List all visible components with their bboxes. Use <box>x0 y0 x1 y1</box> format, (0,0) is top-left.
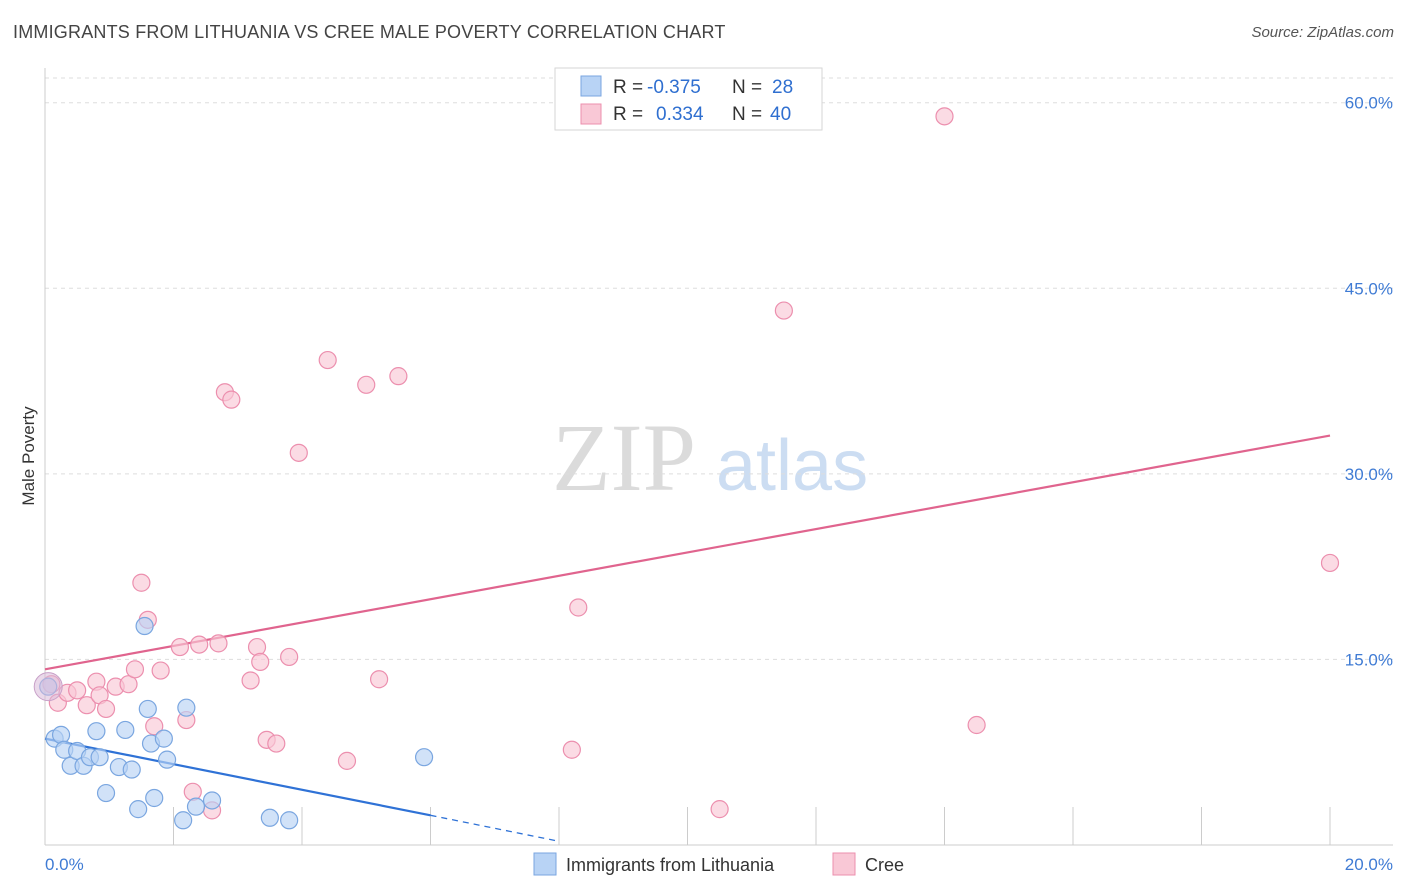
bottom-legend-swatch-pink <box>832 852 856 876</box>
cree-point <box>569 598 588 617</box>
cree-point <box>389 367 408 386</box>
lithuania-point <box>157 750 177 769</box>
cree-point <box>710 800 729 819</box>
lithuania-point <box>135 616 154 636</box>
cree-point <box>318 350 337 370</box>
cree-point <box>190 635 209 654</box>
bottom-legend-label-blue: Immigrants from Lithuania <box>566 855 775 875</box>
cree-point <box>774 301 793 320</box>
y-tick-label: 15.0% <box>1345 650 1393 669</box>
y-tick-label: 60.0% <box>1345 94 1393 113</box>
axis-layer: 15.0% 30.0% 45.0% 60.0% 0.0% 20.0% <box>44 68 1393 874</box>
legend-swatch-pink <box>580 103 602 125</box>
cree-point <box>1320 553 1340 573</box>
cree-point <box>357 375 376 394</box>
legend-r-label-2: R = <box>613 104 643 125</box>
cree-point <box>280 647 299 667</box>
bottom-legend-swatch-blue <box>533 852 557 876</box>
lithuania-point <box>51 725 71 744</box>
lithuania-point <box>280 811 299 830</box>
lithuania-point <box>87 722 106 741</box>
cree-point <box>132 573 151 592</box>
legend-r-value-2: 0.334 <box>656 104 704 125</box>
lithuania-point <box>414 748 434 767</box>
legend-n-value-2: 40 <box>770 104 791 125</box>
cree-point <box>935 107 954 126</box>
lithuania-point <box>96 783 116 803</box>
legend-n-label-2: N = <box>732 104 762 125</box>
cree-point <box>222 390 241 409</box>
watermark-atlas: atlas <box>716 426 868 506</box>
cree-point <box>145 717 164 736</box>
cree-point <box>267 734 286 753</box>
cree-point <box>337 751 357 770</box>
cree-point <box>251 652 270 672</box>
bottom-legend-label-pink: Cree <box>865 855 904 875</box>
legend-box: R = -0.375 N = 28 R = 0.334 N = 40 <box>554 67 823 131</box>
cree-point <box>96 699 116 719</box>
cree-point <box>183 782 202 801</box>
cree-point <box>209 634 228 653</box>
grid-layer <box>45 77 1393 660</box>
cree-point <box>562 740 581 759</box>
cree-point <box>967 715 986 735</box>
legend-r-value-1: -0.375 <box>647 77 701 98</box>
cree-point <box>170 637 190 657</box>
legend-n-value-1: 28 <box>772 77 793 98</box>
chart-source: Source: ZipAtlas.com <box>1251 24 1394 41</box>
point-layer <box>33 107 1340 830</box>
watermark: ZIP atlas <box>552 404 868 511</box>
cree-point <box>125 660 145 679</box>
x-tick-label-max: 20.0% <box>1345 855 1393 874</box>
y-tick-label: 45.0% <box>1345 279 1393 298</box>
cree-point <box>77 696 96 715</box>
lithuania-point <box>122 760 141 779</box>
trend-line-lithuania <box>44 737 431 817</box>
trend-line-lithuania-extension <box>430 814 560 842</box>
lithuania-point <box>177 698 196 717</box>
y-axis-title: Male Poverty <box>19 406 38 506</box>
lithuania-point <box>202 791 222 810</box>
chart-title: IMMIGRANTS FROM LITHUANIA VS CREE MALE P… <box>13 22 726 42</box>
cree-point <box>247 637 267 657</box>
trend-layer <box>44 434 1331 842</box>
legend-n-label-1: N = <box>732 77 762 98</box>
bottom-legend: Immigrants from Lithuania Cree <box>533 852 904 876</box>
cree-point <box>289 443 308 462</box>
lithuania-point <box>138 699 157 719</box>
lithuania-point <box>90 748 109 767</box>
legend-r-label-1: R = <box>613 77 643 98</box>
watermark-zip: ZIP <box>552 404 696 511</box>
lithuania-point <box>186 797 206 816</box>
lithuania-point <box>174 811 193 830</box>
x-tick-label-min: 0.0% <box>45 855 84 874</box>
lithuania-point <box>260 808 279 827</box>
y-tick-label: 30.0% <box>1345 465 1393 484</box>
legend-swatch-blue <box>580 75 602 97</box>
lithuania-point <box>129 800 148 819</box>
lithuania-point <box>154 729 173 748</box>
cree-point <box>68 681 87 700</box>
cree-point <box>151 661 170 680</box>
lithuania-point <box>116 720 135 740</box>
trend-line-cree <box>44 434 1331 671</box>
cree-point <box>241 671 260 690</box>
cree-point <box>370 670 389 689</box>
overlap-point <box>33 672 63 702</box>
lithuania-point <box>145 788 164 808</box>
